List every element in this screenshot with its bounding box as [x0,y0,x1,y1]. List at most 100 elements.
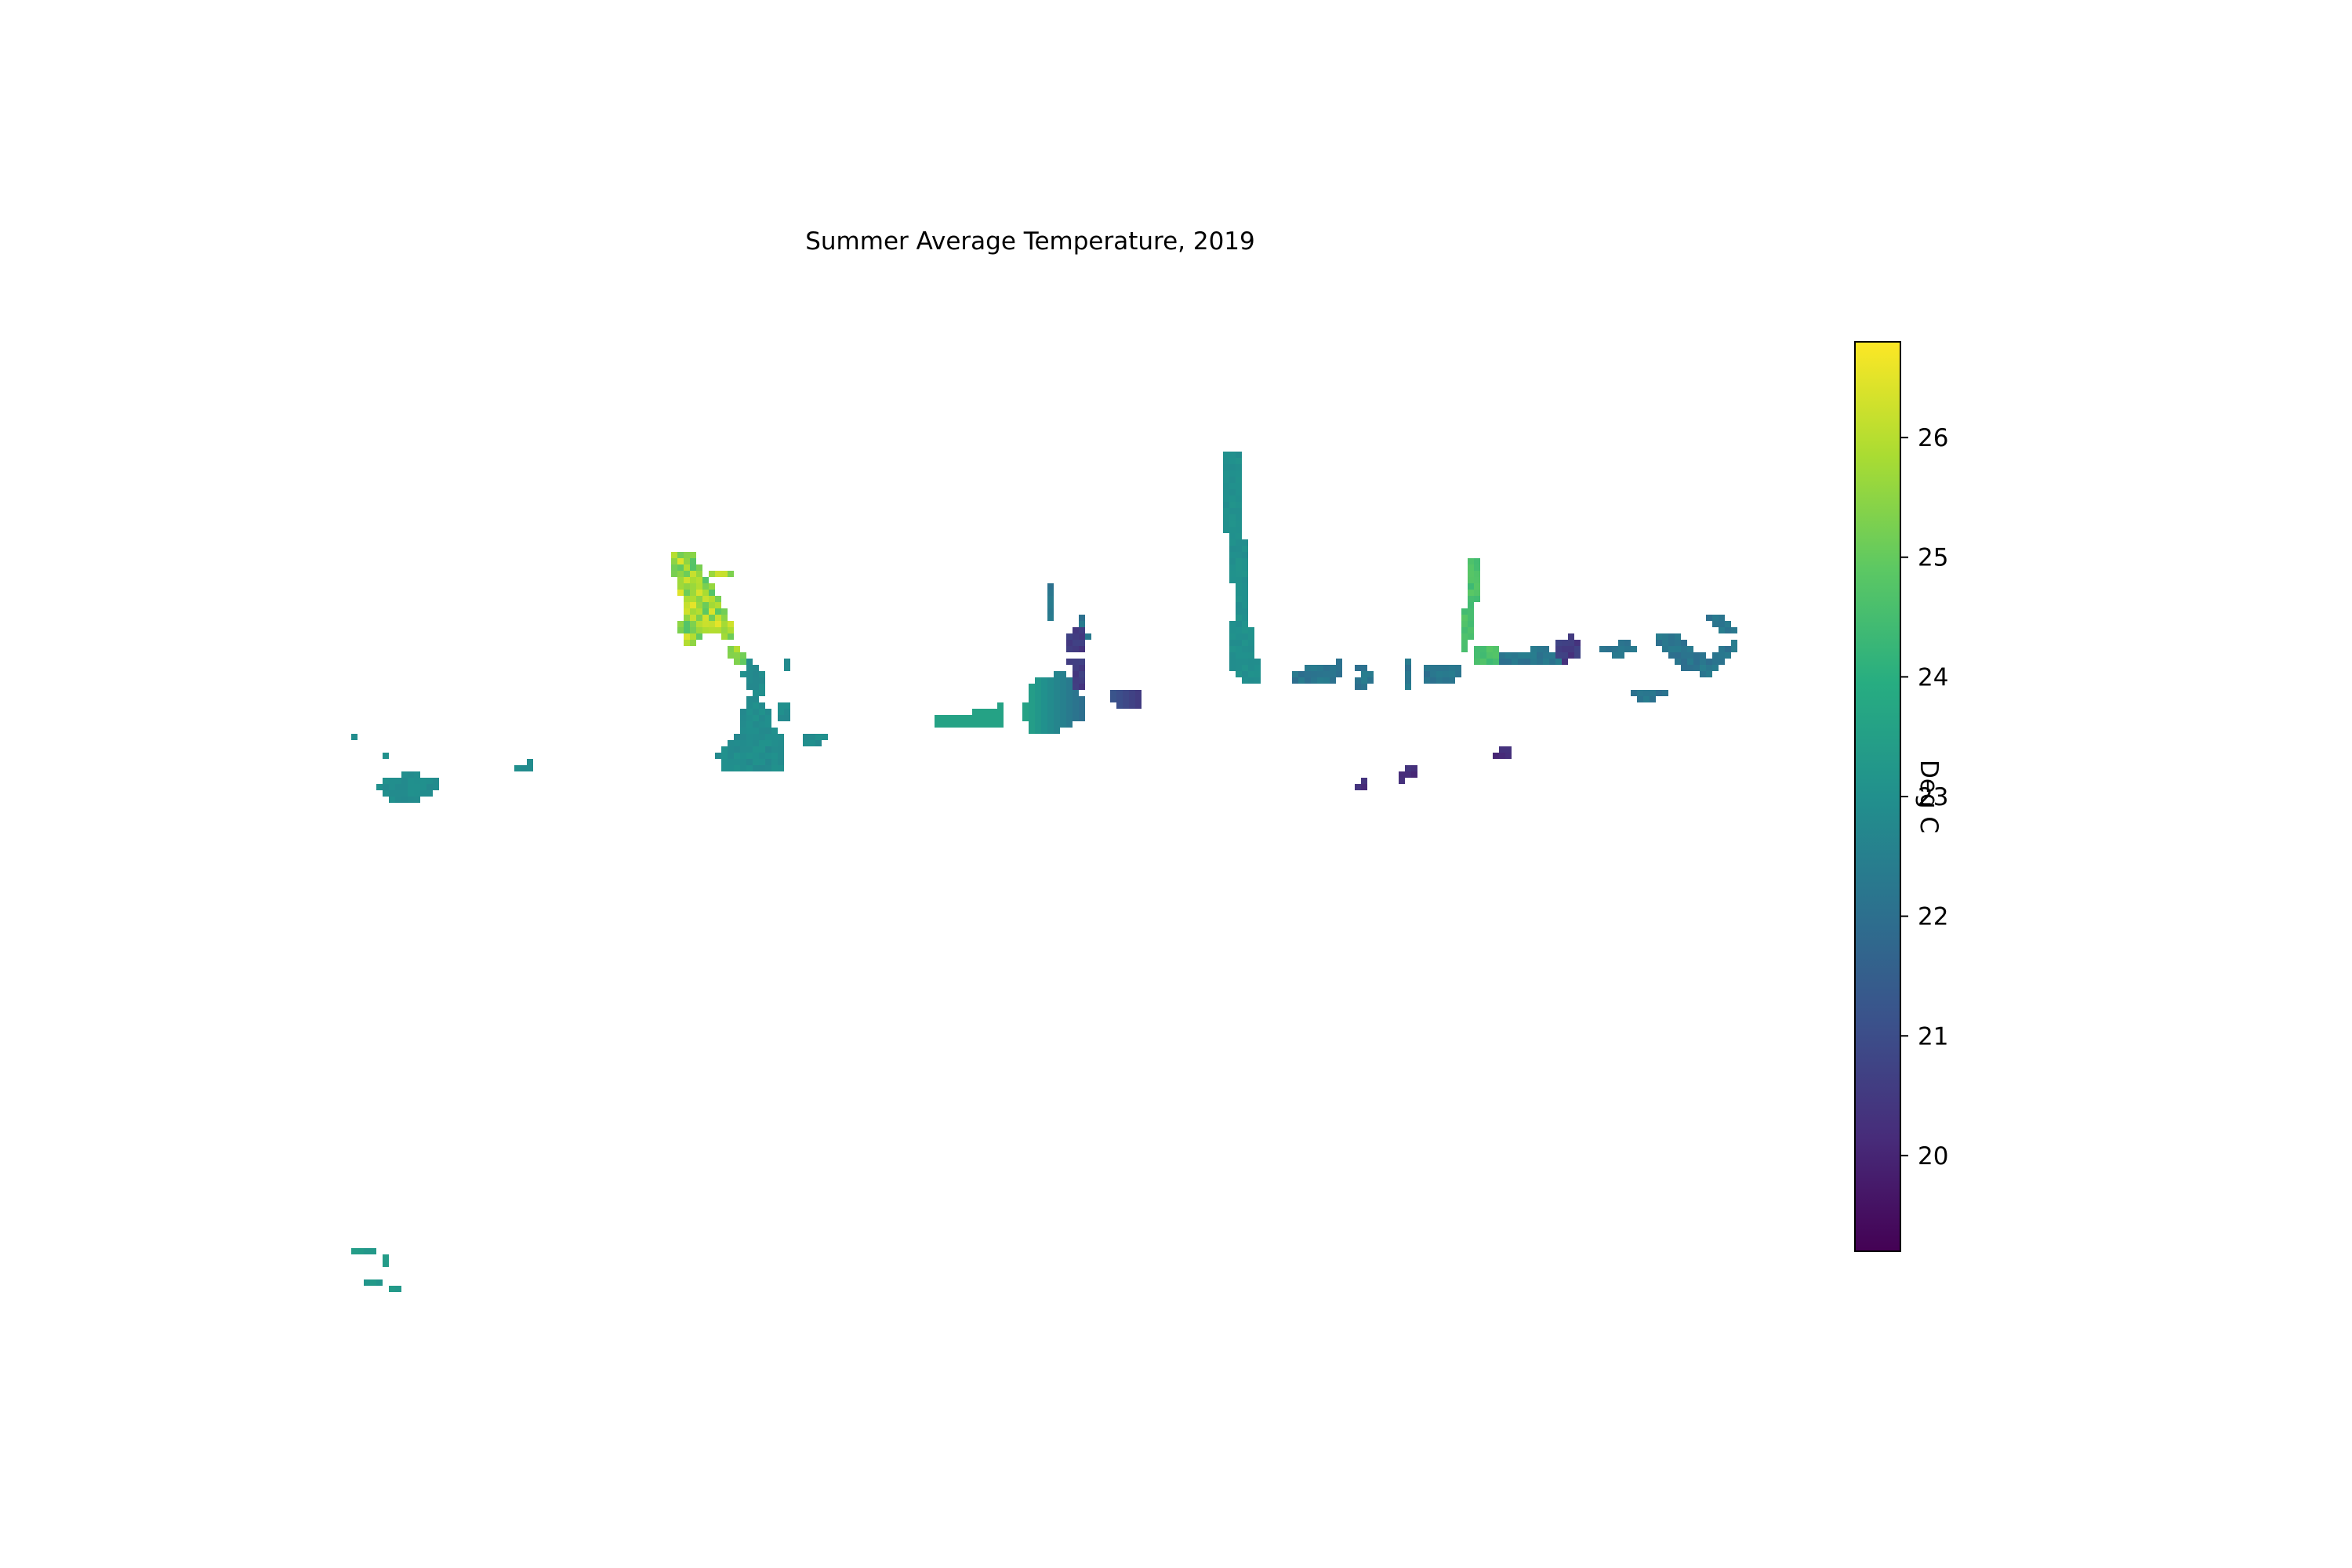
heatmap-cell [721,746,728,753]
heatmap-cell [1468,590,1474,596]
heatmap-cell [1336,665,1342,671]
heatmap-cell [1537,659,1543,665]
heatmap-cell [941,715,947,721]
heatmap-cell [1229,521,1236,527]
heatmap-cell [414,771,420,778]
heatmap-cell [1029,721,1035,728]
heatmap-cell [1229,577,1236,583]
heatmap-cell [1229,464,1236,470]
colorbar-tick-label: 25 [1918,544,1948,572]
heatmap-cell [1242,608,1248,615]
heatmap-cell [1236,527,1242,533]
heatmap-cell [753,671,759,677]
colorbar-tick-label: 24 [1918,663,1948,691]
heatmap-cell [709,596,715,602]
heatmap-cell [746,665,753,671]
heatmap-cell [1085,633,1091,640]
heatmap-cell [389,1286,395,1292]
heatmap-cell [1029,709,1035,715]
heatmap-cell [1073,696,1079,702]
heatmap-cell [715,753,721,759]
heatmap-cell [765,759,771,765]
heatmap-cell [1236,671,1242,677]
heatmap-cell [684,583,690,590]
heatmap-cell [690,608,696,615]
colorbar-ticks: 20 21 22 23 24 25 26 [1900,424,1948,1171]
region-central-north-channel [1223,452,1261,684]
heatmap-cell [671,571,677,577]
heatmap-cell [715,621,721,627]
heatmap-cell [1468,633,1474,640]
heatmap-cell [778,753,784,759]
heatmap-cell [1468,564,1474,571]
heatmap-cell [1242,652,1248,659]
heatmap-cell [759,765,765,771]
region-eastern-cold-pocket [1066,627,1581,690]
heatmap-cell [1568,652,1574,659]
heatmap-cell [759,684,765,690]
heatmap-cell [1236,608,1242,615]
heatmap-cell [408,790,414,797]
heatmap-cell [395,1286,401,1292]
heatmap-cell [753,721,759,728]
heatmap-cell [746,696,753,702]
heatmap-cell [389,784,395,790]
heatmap-cell [1330,677,1336,684]
heatmap-cell [1236,470,1242,477]
heatmap-cell [1486,659,1493,665]
heatmap-cell [696,596,702,602]
heatmap-cell [1468,583,1474,590]
heatmap-cell [1474,646,1480,652]
heatmap-cell [1505,659,1512,665]
heatmap-cell [947,721,953,728]
heatmap-cell [433,778,439,784]
heatmap-cell [1060,715,1066,721]
heatmap-cell [1066,640,1073,646]
heatmap-cell [721,633,728,640]
heatmap-cell [1612,646,1618,652]
heatmap-cell [690,590,696,596]
heatmap-cell [1549,659,1555,665]
heatmap-cell [1041,690,1047,696]
heatmap-cell [420,790,426,797]
heatmap-cell [677,590,684,596]
heatmap-cell [1242,558,1248,564]
heatmap-cell [1223,514,1229,521]
heatmap-cell [1474,590,1480,596]
heatmap-cell [1054,671,1060,677]
heatmap-cell [1248,665,1254,671]
heatmap-cell [721,615,728,621]
heatmap-cell [383,784,389,790]
heatmap-cell [759,671,765,677]
heatmap-cell [1041,715,1047,721]
colorbar-tick-label: 21 [1918,1022,1948,1051]
heatmap-cell [1229,489,1236,495]
heatmap-cell [1411,765,1417,771]
heatmap-cell [1236,495,1242,502]
heatmap-cell [721,627,728,633]
heatmap-cell [1229,508,1236,514]
heatmap-cell [1662,633,1668,640]
heatmap-cell [759,746,765,753]
heatmap-cell [1662,640,1668,646]
heatmap-cell [734,659,740,665]
heatmap-cell [414,790,420,797]
heatmap-cell [684,640,690,646]
heatmap-cell [408,784,414,790]
heatmap-cell [1524,652,1530,659]
heatmap-cell [1060,721,1066,728]
heatmap-cell [1668,652,1675,659]
heatmap-cell [1236,596,1242,602]
heatmap-cell [1047,608,1054,615]
heatmap-cell [1637,690,1643,696]
heatmap-cell [1248,633,1254,640]
heatmap-cell [1405,684,1411,690]
heatmap-cell [358,1248,364,1254]
heatmap-cell [1129,690,1135,696]
heatmap-cell [1035,696,1041,702]
heatmap-cell [1248,659,1254,665]
colorbar-tick-label: 20 [1918,1142,1948,1171]
heatmap-cell [803,734,809,740]
heatmap-cell [1687,659,1693,665]
heatmap-cell [765,728,771,734]
